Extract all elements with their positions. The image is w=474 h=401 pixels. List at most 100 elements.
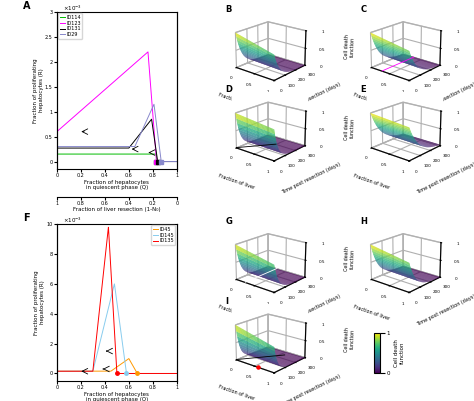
ID123 <box>171 159 176 164</box>
ID135 <box>174 371 180 376</box>
ID114 <box>54 152 60 156</box>
Text: A: A <box>23 1 31 11</box>
ID29 <box>151 102 157 107</box>
ID145 <box>109 291 115 296</box>
Text: H: H <box>361 217 367 226</box>
ID135 <box>114 371 120 376</box>
ID114 <box>171 159 176 164</box>
Y-axis label: Fraction of proliferating
hepatocytes (R): Fraction of proliferating hepatocytes (R… <box>34 270 45 335</box>
ID145 <box>112 288 118 292</box>
ID45 <box>148 371 154 376</box>
Line: ID114: ID114 <box>57 154 177 162</box>
ID131 <box>171 159 176 164</box>
ID29 <box>174 159 180 164</box>
Y-axis label: Fraction of proliferating
hepatocytes (R): Fraction of proliferating hepatocytes (R… <box>33 58 44 123</box>
Line: ID145: ID145 <box>57 284 177 373</box>
ID145 <box>174 371 180 376</box>
Y-axis label: Time post resection (days): Time post resection (days) <box>416 293 474 326</box>
Y-axis label: Time post resection (days): Time post resection (days) <box>416 81 474 115</box>
ID145 <box>171 371 176 376</box>
Text: $\times10^{-3}$: $\times10^{-3}$ <box>63 215 82 225</box>
Text: $\times10^{-3}$: $\times10^{-3}$ <box>63 3 82 13</box>
ID123 <box>112 78 118 83</box>
ID123 <box>60 124 66 129</box>
Text: F: F <box>23 213 30 223</box>
ID45 <box>126 356 132 361</box>
ID114 <box>171 159 176 164</box>
ID145 <box>54 369 60 374</box>
ID123 <box>145 49 151 54</box>
Y-axis label: Time post resection (days): Time post resection (days) <box>281 162 341 195</box>
Line: ID45: ID45 <box>57 358 177 373</box>
ID131 <box>155 159 161 164</box>
ID131 <box>112 146 118 150</box>
ID145 <box>148 371 154 376</box>
ID45 <box>171 371 176 376</box>
ID135 <box>106 225 111 230</box>
Legend: ID114, ID123, ID131, ID29: ID114, ID123, ID131, ID29 <box>58 14 82 38</box>
X-axis label: Fraction of liver: Fraction of liver <box>218 173 255 190</box>
X-axis label: Fraction of liver: Fraction of liver <box>353 304 391 322</box>
ID45 <box>109 368 115 373</box>
ID123 <box>154 159 159 164</box>
ID135 <box>148 371 154 376</box>
Text: D: D <box>226 85 232 95</box>
ID45 <box>112 366 118 371</box>
ID123 <box>171 159 176 164</box>
ID29 <box>60 144 66 149</box>
Y-axis label: Time post resection (days): Time post resection (days) <box>416 162 474 195</box>
ID123 <box>54 129 60 134</box>
ID29 <box>112 144 118 149</box>
ID145 <box>111 282 117 286</box>
ID135 <box>60 369 66 374</box>
ID145 <box>60 369 66 374</box>
ID131 <box>109 146 115 150</box>
ID29 <box>171 159 176 164</box>
Legend: ID45, ID145, ID135: ID45, ID145, ID135 <box>151 225 175 245</box>
Text: B: B <box>226 5 232 14</box>
Line: ID123: ID123 <box>57 52 177 162</box>
ID29 <box>158 159 164 164</box>
ID45 <box>60 369 66 374</box>
X-axis label: Fraction of liver: Fraction of liver <box>218 304 255 322</box>
ID135 <box>112 343 118 348</box>
ID131 <box>174 159 180 164</box>
X-axis label: Fraction of liver: Fraction of liver <box>218 385 255 401</box>
ID29 <box>109 144 115 149</box>
ID45 <box>135 371 140 376</box>
Line: ID131: ID131 <box>57 119 177 162</box>
ID135 <box>109 288 115 293</box>
ID131 <box>60 146 66 150</box>
ID131 <box>148 117 154 122</box>
ID123 <box>109 81 115 86</box>
ID114 <box>112 152 118 156</box>
Text: I: I <box>226 298 228 306</box>
ID45 <box>171 371 176 376</box>
ID114 <box>109 152 115 156</box>
ID123 <box>174 159 180 164</box>
ID29 <box>54 144 60 149</box>
ID135 <box>171 371 176 376</box>
ID145 <box>124 371 129 376</box>
Text: E: E <box>361 85 366 95</box>
Line: ID29: ID29 <box>57 104 177 162</box>
ID29 <box>171 159 176 164</box>
Text: C: C <box>361 5 367 14</box>
ID114 <box>174 159 180 164</box>
ID29 <box>148 108 154 113</box>
ID114 <box>60 152 66 156</box>
X-axis label: Fraction of liver: Fraction of liver <box>353 92 391 109</box>
Y-axis label: Time post resection (days): Time post resection (days) <box>281 81 341 115</box>
Text: G: G <box>226 217 232 226</box>
ID114 <box>154 159 159 164</box>
X-axis label: Fraction of liver: Fraction of liver <box>353 173 391 190</box>
ID114 <box>148 152 154 156</box>
ID145 <box>171 371 176 376</box>
Y-axis label: Time post resection (days): Time post resection (days) <box>281 293 341 326</box>
ID135 <box>54 369 60 374</box>
ID45 <box>174 371 180 376</box>
Y-axis label: Time post resection (days): Time post resection (days) <box>281 374 341 401</box>
X-axis label: Fraction of hepatocytes
in quiescent phase (Q): Fraction of hepatocytes in quiescent pha… <box>84 180 149 190</box>
Y-axis label: Cell death
function: Cell death function <box>394 339 405 367</box>
Line: ID135: ID135 <box>57 227 177 373</box>
